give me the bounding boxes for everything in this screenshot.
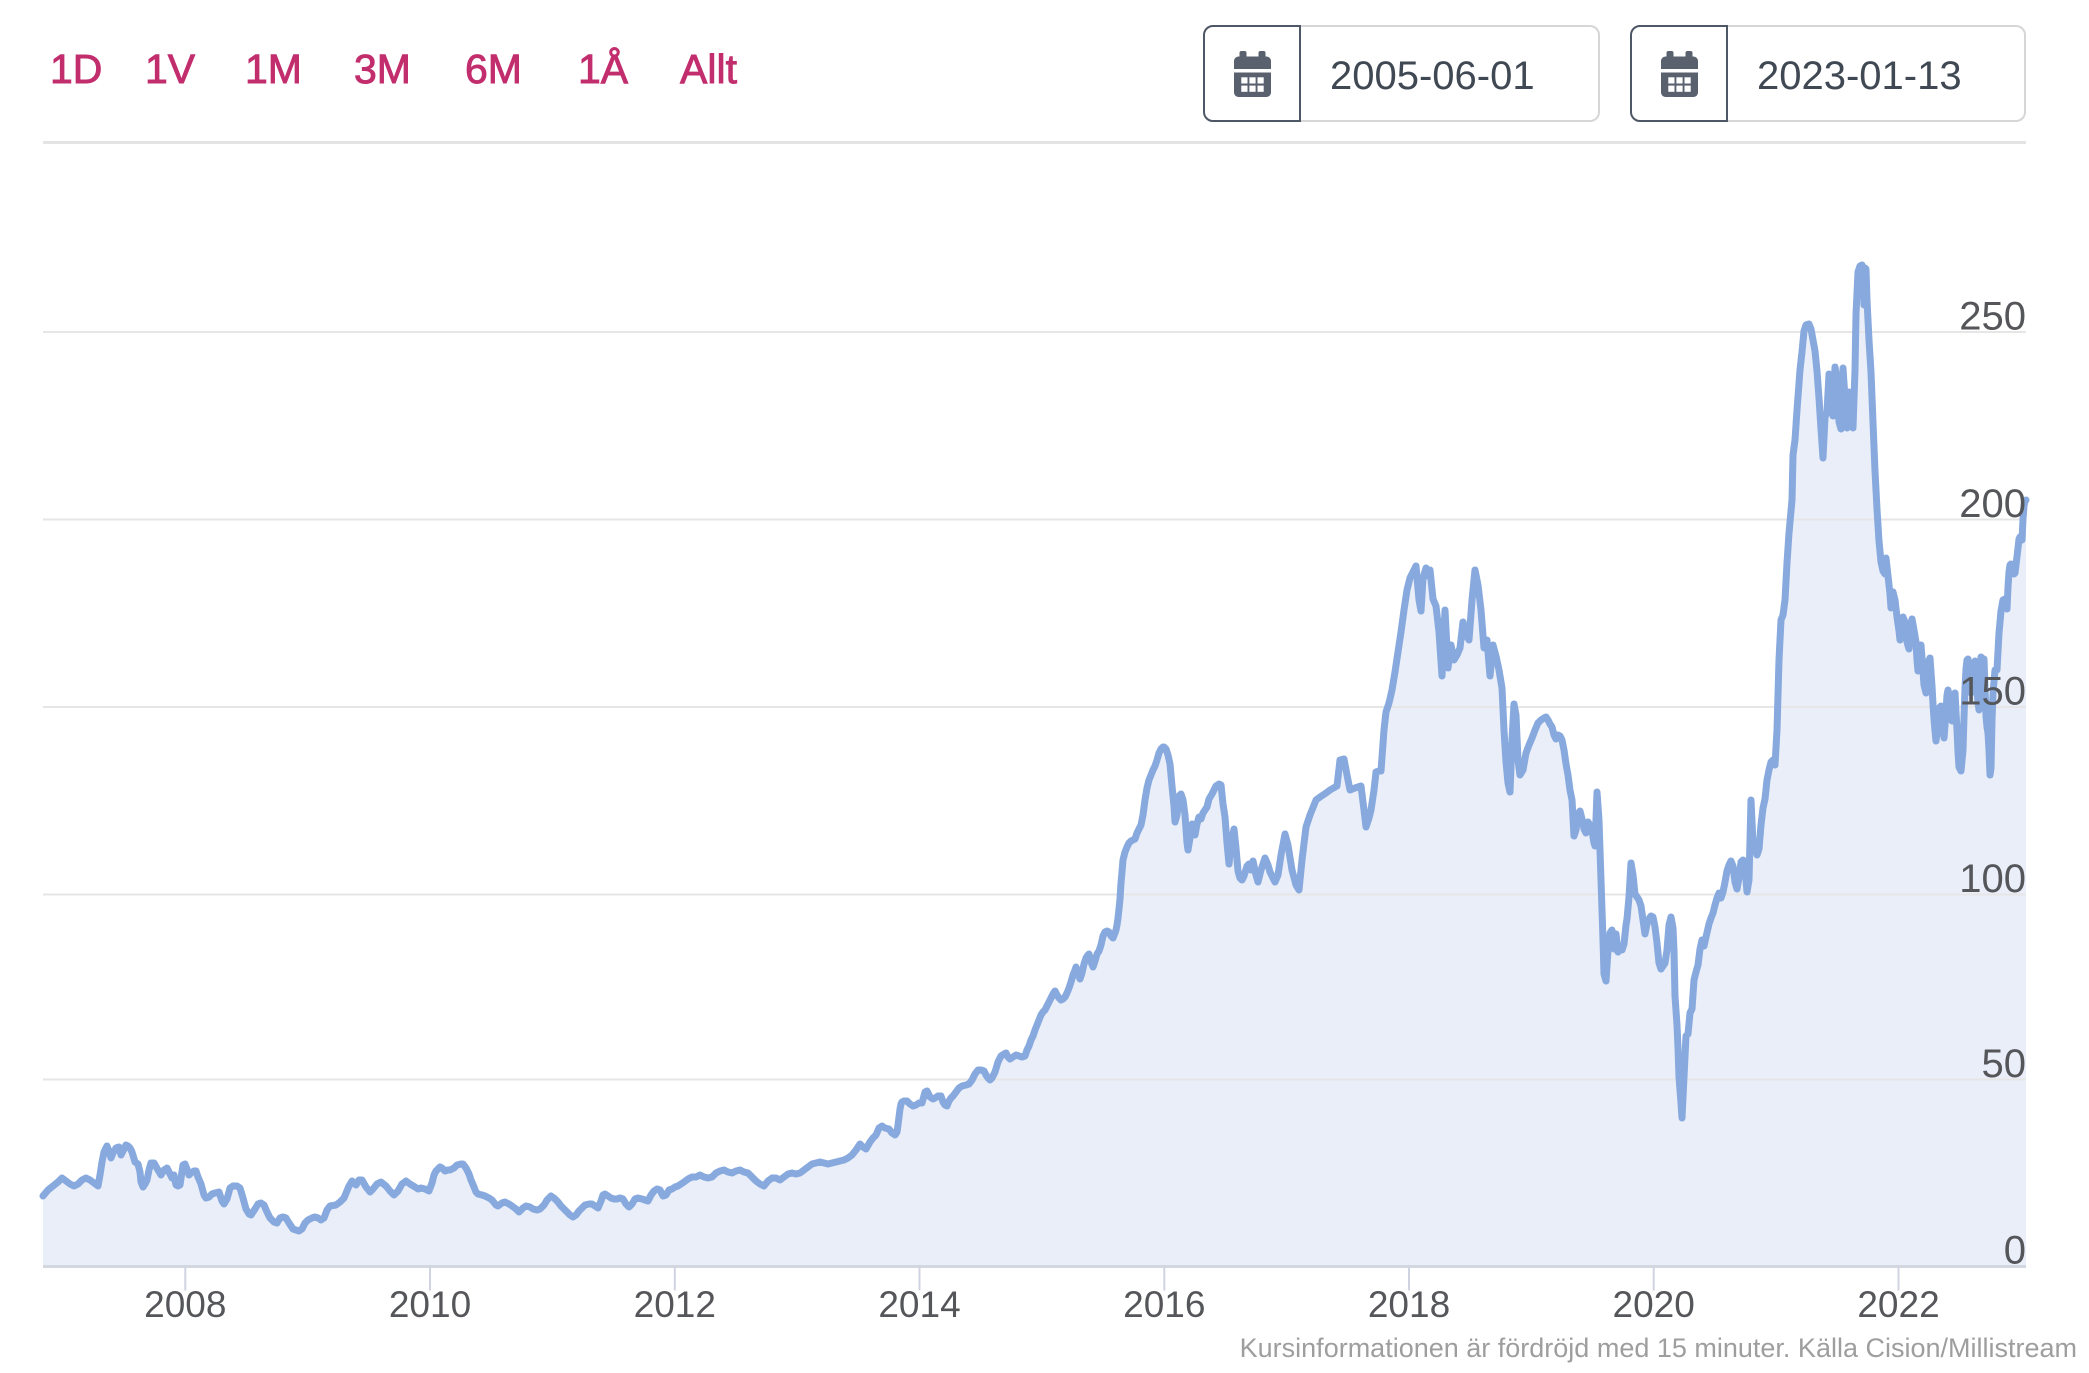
svg-text:250: 250: [1959, 295, 2026, 339]
svg-text:2020: 2020: [1613, 1284, 1695, 1325]
svg-text:100: 100: [1959, 857, 2026, 901]
svg-text:2008: 2008: [144, 1284, 226, 1325]
svg-text:2010: 2010: [389, 1284, 471, 1325]
svg-text:200: 200: [1959, 482, 2026, 526]
svg-text:2012: 2012: [634, 1284, 716, 1325]
svg-text:2016: 2016: [1123, 1284, 1205, 1325]
svg-text:2014: 2014: [878, 1284, 960, 1325]
svg-text:150: 150: [1959, 670, 2026, 714]
svg-text:0: 0: [2004, 1229, 2026, 1273]
svg-text:50: 50: [1982, 1042, 2027, 1086]
svg-text:2022: 2022: [1857, 1284, 1939, 1325]
svg-text:2018: 2018: [1368, 1284, 1450, 1325]
